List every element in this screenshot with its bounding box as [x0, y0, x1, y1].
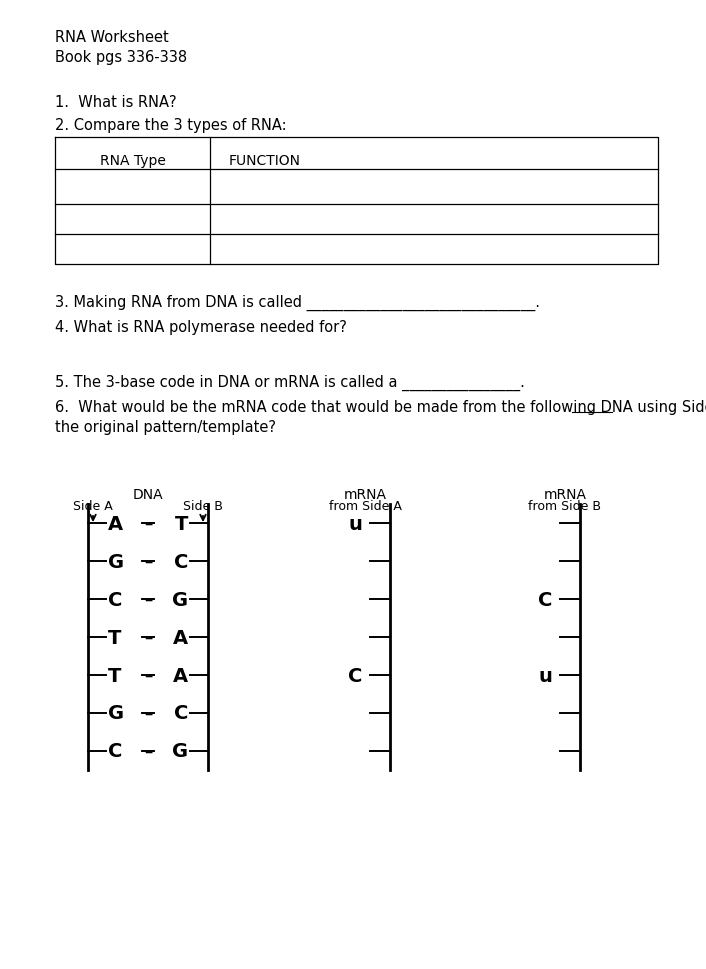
Text: –: –	[144, 628, 152, 646]
Text: –: –	[144, 742, 152, 761]
Text: FUNCTION: FUNCTION	[229, 154, 301, 168]
Text: mRNA: mRNA	[344, 487, 386, 502]
Text: 4. What is RNA polymerase needed for?: 4. What is RNA polymerase needed for?	[55, 320, 347, 334]
Text: C: C	[174, 552, 188, 571]
Text: Book pgs 336-338: Book pgs 336-338	[55, 50, 187, 65]
Text: 5. The 3-base code in DNA or mRNA is called a ________________.: 5. The 3-base code in DNA or mRNA is cal…	[55, 375, 525, 391]
Text: u: u	[348, 514, 362, 533]
Text: –: –	[144, 552, 152, 571]
Text: 1.  What is RNA?: 1. What is RNA?	[55, 95, 176, 109]
Text: G: G	[172, 741, 188, 761]
Text: G: G	[108, 703, 124, 723]
Text: –: –	[144, 590, 152, 609]
Text: T: T	[108, 628, 121, 647]
Text: Side A: Side A	[73, 499, 113, 513]
Text: –: –	[144, 667, 152, 684]
Text: C: C	[108, 590, 122, 609]
Text: DNA: DNA	[133, 487, 163, 502]
Text: A: A	[108, 514, 123, 533]
Text: 6.  What would be the mRNA code that would be made from the following DNA using : 6. What would be the mRNA code that woul…	[55, 399, 706, 415]
Text: from Side B: from Side B	[529, 499, 602, 513]
Text: A: A	[173, 628, 188, 647]
Text: G: G	[108, 552, 124, 571]
Text: 2. Compare the 3 types of RNA:: 2. Compare the 3 types of RNA:	[55, 118, 287, 133]
Text: RNA Worksheet: RNA Worksheet	[55, 30, 169, 45]
Text: RNA Type: RNA Type	[100, 154, 165, 168]
Text: A: A	[173, 666, 188, 685]
Text: u: u	[538, 666, 552, 685]
Text: C: C	[108, 741, 122, 761]
Text: T: T	[174, 514, 188, 533]
Text: –: –	[144, 515, 152, 532]
Text: C: C	[347, 666, 362, 685]
Text: mRNA: mRNA	[544, 487, 587, 502]
Text: 3. Making RNA from DNA is called _______________________________.: 3. Making RNA from DNA is called _______…	[55, 295, 540, 311]
Text: T: T	[108, 666, 121, 685]
Text: from Side A: from Side A	[328, 499, 402, 513]
Text: the original pattern/template?: the original pattern/template?	[55, 420, 276, 434]
Text: C: C	[174, 703, 188, 723]
Text: –: –	[144, 704, 152, 722]
Text: Side B: Side B	[183, 499, 223, 513]
Text: G: G	[172, 590, 188, 609]
Text: C: C	[538, 590, 552, 609]
